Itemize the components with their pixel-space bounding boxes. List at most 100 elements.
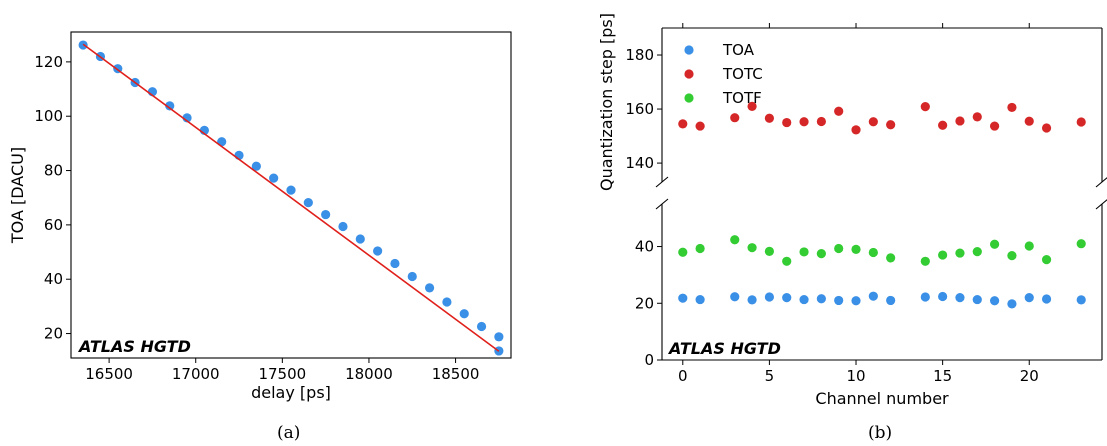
data-point-totf — [868, 247, 878, 258]
data-point-totc — [695, 121, 705, 131]
y-tick-label: 140 — [625, 154, 654, 172]
panel-a-y-axis-label: TOA [DACU] — [8, 147, 27, 244]
panel-b-plot-frame — [655, 27, 1107, 361]
panel-a-plot-frame — [70, 31, 512, 359]
x-tick-label: 17000 — [172, 365, 220, 383]
data-point — [321, 209, 331, 220]
y-tick-label: 180 — [625, 46, 654, 64]
data-point-totf — [938, 250, 948, 260]
data-point — [424, 283, 435, 293]
legend-marker-totf — [684, 93, 694, 103]
data-point-totf — [695, 243, 705, 254]
y-tick-label: 40 — [635, 238, 654, 256]
data-point-totc — [816, 116, 826, 127]
data-point-toa — [834, 295, 844, 306]
data-point-totc — [1076, 117, 1086, 127]
panel-a-caption: (a) — [277, 423, 300, 443]
data-point — [286, 185, 296, 195]
data-point-totc — [1024, 116, 1034, 126]
data-point-totc — [989, 121, 1000, 131]
data-point-totf — [1076, 239, 1086, 249]
panel-b-caption: (b) — [868, 423, 892, 443]
data-point-toa — [955, 293, 965, 303]
data-point — [476, 321, 487, 332]
panel-a-atlas-label: ATLAS HGTD — [77, 337, 191, 356]
data-point-totc — [764, 113, 775, 123]
x-tick-label: 10 — [846, 367, 865, 385]
data-point-toa — [868, 291, 878, 301]
data-point-totf — [851, 244, 861, 254]
legend-marker-totc — [684, 69, 694, 79]
data-point-toa — [764, 292, 775, 302]
data-point — [303, 198, 313, 208]
data-point-totf — [972, 247, 982, 257]
y-tick-label: 20 — [44, 325, 63, 343]
data-point-totf — [1024, 241, 1034, 251]
data-point-totf — [834, 243, 844, 254]
data-point-toa — [816, 294, 826, 304]
panel-b-quantization-step: 140 160 180 0 20 40 0 5 10 15 20 TOA TOTC TOTF Chann… — [597, 13, 1107, 443]
data-point-toa — [851, 296, 861, 306]
panel-b-atlas-label: ATLAS HGTD — [667, 339, 781, 358]
data-point-toa — [1041, 294, 1052, 304]
data-point-toa — [782, 293, 792, 303]
x-tick-label: 18000 — [345, 365, 393, 383]
panel-a-toa-vs-delay: 16500 17000 17500 18000 1850020406080100120 … — [8, 31, 512, 443]
data-point-totf — [1007, 251, 1017, 261]
data-point-toa — [920, 292, 930, 302]
data-point-totf — [764, 246, 775, 256]
data-point-totc — [955, 116, 965, 126]
x-tick-label: 20 — [1020, 367, 1039, 385]
data-point — [494, 332, 504, 342]
data-point — [442, 297, 452, 307]
y-tick-label: 120 — [34, 53, 63, 71]
data-point-toa — [938, 291, 948, 302]
y-tick-label: 160 — [625, 100, 654, 118]
data-point-toa — [989, 296, 1000, 306]
panel-a-ticks: 16500 17000 17500 18000 18500 20 40 60 80 100 120 — [34, 53, 479, 383]
data-point — [407, 271, 417, 282]
data-point-totf — [678, 247, 688, 257]
data-point-toa — [747, 295, 757, 305]
data-point-totf — [920, 256, 930, 266]
x-tick-label: 16500 — [85, 365, 133, 383]
data-point — [269, 173, 279, 183]
data-point-totc — [834, 106, 844, 116]
data-point-totf — [989, 239, 1000, 249]
data-point-totf — [886, 253, 896, 263]
legend-label-totf: TOTF — [722, 89, 762, 107]
data-point-totf — [955, 248, 965, 258]
y-tick-label: 60 — [44, 216, 63, 234]
panel-a-x-axis-label: delay [ps] — [251, 383, 331, 402]
data-point-totc — [972, 112, 982, 122]
data-point-toa — [678, 293, 688, 303]
y-tick-label: 80 — [44, 162, 63, 180]
data-point-totf — [782, 256, 792, 266]
y-tick-label: 100 — [34, 107, 63, 125]
data-point-toa — [972, 294, 982, 305]
panel-b-ticks: 140 160 180 0 20 40 0 5 10 15 20 — [625, 23, 1039, 385]
data-point — [373, 246, 383, 256]
data-point — [355, 234, 365, 244]
axis-break-mark — [655, 176, 669, 188]
data-point — [390, 258, 400, 269]
data-point-toa — [1024, 293, 1034, 303]
data-point-totc — [920, 102, 930, 112]
data-point-totc — [730, 113, 740, 123]
data-point-totf — [816, 249, 826, 259]
y-tick-label: 40 — [44, 270, 63, 288]
data-point-totf — [730, 235, 740, 245]
x-tick-label: 17500 — [258, 365, 306, 383]
data-point-toa — [799, 294, 809, 305]
axis-break-mark — [1095, 199, 1107, 210]
data-point-totf — [799, 247, 809, 257]
legend-marker-toa — [684, 45, 694, 55]
axis-break-mark — [655, 198, 669, 210]
data-point-toa — [730, 292, 740, 302]
data-point-totc — [1007, 102, 1017, 113]
panel-b-legend: TOA TOTC TOTF — [684, 41, 763, 107]
panel-b-y-axis-label: Quantization step [ps] — [597, 13, 616, 191]
legend-label-toa: TOA — [722, 41, 755, 59]
data-point-totc — [851, 125, 861, 135]
